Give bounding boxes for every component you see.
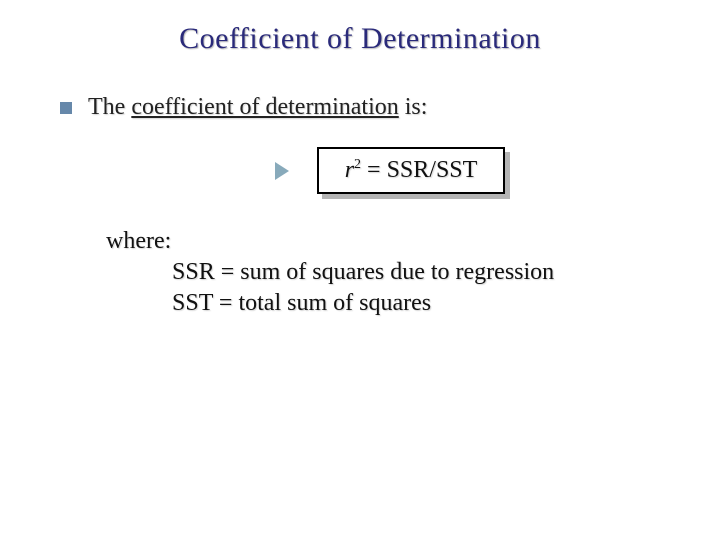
where-block: where: SSR = sum of squares due to regre… <box>106 228 720 317</box>
formula-row: r2 = SSR/SST <box>60 147 720 194</box>
square-bullet-icon <box>60 102 72 114</box>
bullet-prefix: The <box>88 94 131 120</box>
bullet-underlined: coefficient of determination <box>131 94 398 120</box>
formula-box: r2 = SSR/SST <box>317 147 506 194</box>
formula-sup: 2 <box>354 157 361 172</box>
formula-content: r2 = SSR/SST <box>317 147 506 194</box>
formula-var: r <box>345 157 354 183</box>
bullet-row: The coefficient of determination is: <box>60 94 720 121</box>
bullet-suffix: is: <box>399 94 428 120</box>
triangle-bullet-icon <box>275 162 289 180</box>
page-title: Coefficient of Determination <box>0 0 720 56</box>
where-line-1: SSR = sum of squares due to regression <box>172 259 720 286</box>
where-label: where: <box>106 228 720 255</box>
bullet-text: The coefficient of determination is: <box>88 94 427 121</box>
where-line-2: SST = total sum of squares <box>172 290 720 317</box>
formula-rhs: = SSR/SST <box>361 157 477 183</box>
